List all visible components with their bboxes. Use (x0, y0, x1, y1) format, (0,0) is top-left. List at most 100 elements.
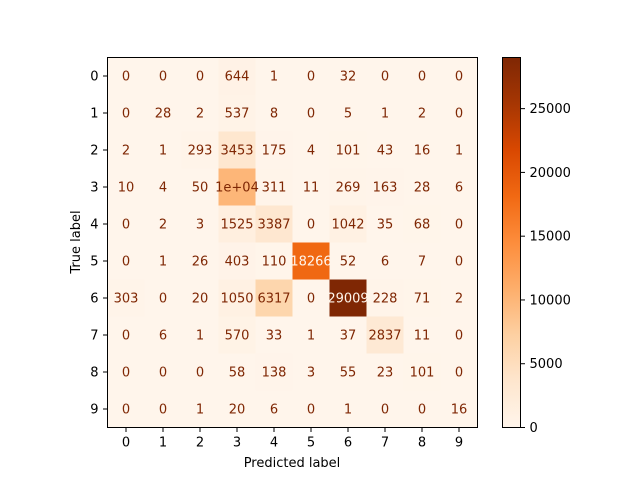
colorbar-tick-label: 20000 (530, 166, 571, 181)
cell-value-label: 2 (196, 107, 204, 122)
cell-value-label: 311 (262, 181, 287, 196)
heatmap-cell (218, 242, 256, 280)
cell-value-label: 0 (159, 292, 167, 307)
y-tick-label: 0 (90, 70, 98, 85)
cell-value-label: 1 (159, 255, 167, 270)
x-tick-label: 4 (270, 436, 278, 451)
heatmap-cell (107, 242, 145, 280)
heatmap-cell (144, 57, 182, 95)
cell-value-label: 1 (455, 144, 463, 159)
heatmap-cell (329, 205, 367, 243)
heatmap-cell (255, 94, 293, 132)
heatmap-cell (403, 316, 441, 354)
heatmap-cell (181, 279, 219, 317)
cell-value-label: 37 (340, 329, 357, 344)
cell-value-label: 0 (455, 329, 463, 344)
y-tick-label: 5 (90, 255, 98, 270)
x-tick-label: 8 (418, 436, 426, 451)
heatmap-cell (144, 353, 182, 391)
cell-value-label: 0 (455, 255, 463, 270)
x-tick-label: 0 (122, 436, 130, 451)
cell-value-label: 1 (307, 329, 315, 344)
heatmap-cell (144, 131, 182, 169)
heatmap-cell (107, 390, 145, 428)
x-axis-ticks: 0 1 2 3 4 5 6 7 8 9 (122, 427, 463, 451)
colorbar (502, 57, 521, 428)
heatmap-cell (366, 168, 404, 206)
y-tick-label: 1 (90, 107, 98, 122)
heatmap-cell (329, 131, 367, 169)
heatmap-cell (107, 353, 145, 391)
heatmap-cell (107, 316, 145, 354)
cell-value-label: 644 (225, 70, 250, 85)
cell-value-label: 68 (414, 218, 431, 233)
heatmap-cell (366, 390, 404, 428)
heatmap-cell (218, 168, 256, 206)
cell-value-label: 0 (122, 366, 130, 381)
cell-value-label: 6 (381, 255, 389, 270)
cell-value-label: 0 (455, 366, 463, 381)
heatmap-cell (329, 242, 367, 280)
cell-value-label: 1 (344, 403, 352, 418)
heatmap-cell (218, 316, 256, 354)
heatmap-cell (366, 242, 404, 280)
cell-value-label: 0 (159, 366, 167, 381)
heatmap-cell (144, 242, 182, 280)
cell-value-label: 1525 (220, 218, 253, 233)
cell-value-label: 537 (225, 107, 250, 122)
cell-value-label: 0 (307, 70, 315, 85)
cell-value-label: 1042 (331, 218, 364, 233)
cell-value-label: 6 (159, 329, 167, 344)
x-tick-label: 2 (196, 436, 204, 451)
heatmap-cell (255, 316, 293, 354)
cell-value-label: 35 (377, 218, 394, 233)
heatmap-cell (403, 353, 441, 391)
cell-value-label: 2 (122, 144, 130, 159)
cell-value-label: 163 (373, 181, 398, 196)
cell-value-label: 0 (455, 107, 463, 122)
cell-value-label: 0 (418, 403, 426, 418)
heatmap-cell (329, 168, 367, 206)
heatmap-cell (366, 57, 404, 95)
x-tick-label: 5 (307, 436, 315, 451)
heatmap-cell (181, 316, 219, 354)
heatmap-cell (107, 94, 145, 132)
heatmap-cell (440, 205, 478, 243)
cell-value-label: 0 (381, 70, 389, 85)
cell-value-label: 29009 (327, 292, 368, 307)
heatmap-cell (366, 353, 404, 391)
heatmap-cell (292, 168, 330, 206)
heatmap-cell (218, 279, 256, 317)
cell-value-label: 403 (225, 255, 250, 270)
cell-value-label: 3 (307, 366, 315, 381)
cell-value-label: 570 (225, 329, 250, 344)
heatmap-cell (218, 390, 256, 428)
cell-value-label: 3 (196, 218, 204, 233)
cell-value-label: 0 (418, 70, 426, 85)
heatmap-cell (403, 168, 441, 206)
cell-value-label: 50 (192, 181, 209, 196)
y-axis-ticks: 0 1 2 3 4 5 6 7 8 9 (90, 70, 108, 418)
heatmap-cell (218, 131, 256, 169)
x-tick-label: 9 (455, 436, 463, 451)
cell-value-label: 2 (455, 292, 463, 307)
heatmap-cell (181, 242, 219, 280)
x-tick-label: 7 (381, 436, 389, 451)
cell-value-label: 55 (340, 366, 357, 381)
cell-value-label: 0 (122, 255, 130, 270)
heatmap-cell (292, 94, 330, 132)
heatmap-cell (403, 57, 441, 95)
y-tick-label: 2 (90, 144, 98, 159)
cell-value-label: 228 (373, 292, 398, 307)
heatmap-cell (366, 279, 404, 317)
heatmap-cell (403, 94, 441, 132)
heatmap-cell (255, 131, 293, 169)
cell-value-label: 1 (381, 107, 389, 122)
cell-value-label: 43 (377, 144, 394, 159)
y-tick-label: 3 (90, 181, 98, 196)
heatmap-cell (181, 205, 219, 243)
cell-value-label: 0 (122, 329, 130, 344)
cell-value-label: 0 (307, 218, 315, 233)
cell-value-label: 2 (418, 107, 426, 122)
heatmap-cell (144, 390, 182, 428)
